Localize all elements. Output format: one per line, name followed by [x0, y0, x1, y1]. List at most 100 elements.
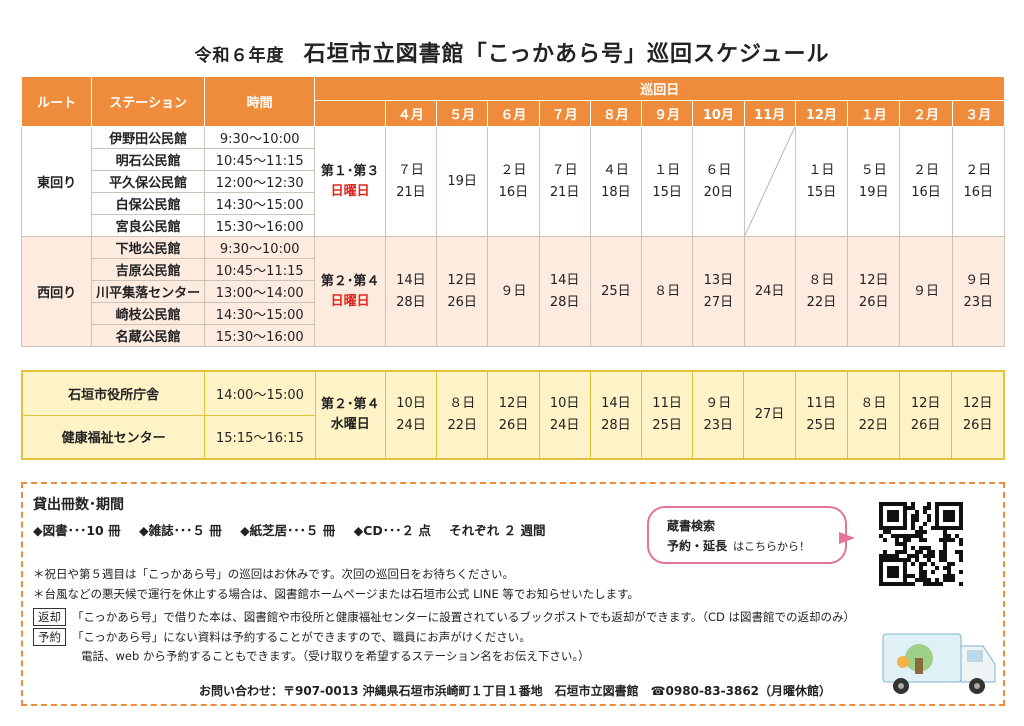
reserve-text: 「こっかあら号」にない資料は予約することができますので、職員にお声がけください。: [72, 630, 531, 644]
city-schedule-table: 石垣市役所庁舎 14:00～15:00 第２･第４ 水曜日 10日 24日 ８日 22日 12日…: [21, 370, 1005, 460]
return-text: 「こっかあら号」で借りた本は、図書館や市役所と健康福祉センターに設置されているブ…: [72, 610, 855, 624]
station-time: 12:00～12:30: [203, 170, 316, 193]
visit-date: ９日: [899, 236, 953, 347]
visit-date: ９日: [487, 236, 540, 347]
visit-date: ４日 18日: [589, 126, 643, 237]
month-header: 12月: [794, 100, 849, 127]
station-name: 明石公民館: [91, 148, 205, 171]
station-name: 吉原公民館: [91, 258, 205, 281]
visit-date: ２日 16日: [487, 126, 540, 237]
visit-date: ２日 16日: [899, 126, 953, 237]
station-time: 15:30～16:00: [203, 324, 316, 347]
station-time: 10:45～11:15: [203, 148, 316, 171]
month-header: 11月: [743, 100, 796, 127]
visit-date: 12日 26日: [898, 370, 953, 460]
station-name: 宮良公民館: [91, 214, 205, 237]
month-header: ７月: [538, 100, 591, 127]
visit-date: ６日 20日: [692, 126, 745, 237]
visit-week: 第２･第４ 水曜日: [314, 370, 386, 460]
limit-kamishibai: ◆紙芝居･･･５ 冊: [240, 523, 336, 538]
return-tag: 返却: [33, 608, 66, 626]
bookmobile-truck-image: [882, 633, 996, 694]
station-time: 10:45～11:15: [203, 258, 316, 281]
visit-date: １日 15日: [794, 126, 849, 237]
visit-date: 13日 27日: [692, 236, 745, 347]
visit-date: ９日 23日: [951, 236, 1006, 347]
visit-date: ５日 19日: [847, 126, 901, 237]
title-main: 石垣市立図書館「こっかあら号」巡回スケジュール: [303, 42, 830, 67]
visit-date: ７日 21日: [384, 126, 438, 237]
month-header: ５月: [436, 100, 489, 127]
station-name: 崎枝公民館: [91, 302, 205, 325]
month-header: ２月: [899, 100, 953, 127]
time-header: 時間: [203, 76, 316, 127]
visit-date: 10日 24日: [384, 370, 438, 460]
month-header: ３月: [951, 100, 1006, 127]
bubble-tail: [839, 532, 855, 544]
month-header: 10月: [692, 100, 745, 127]
station-time: 15:15～16:15: [204, 414, 316, 460]
station-name: 川平集落センター: [91, 280, 205, 303]
station-name: 名蔵公民館: [91, 324, 205, 347]
month-header: ６月: [487, 100, 540, 127]
visit-date: ８日: [641, 236, 694, 347]
qr-code[interactable]: [879, 502, 963, 586]
visit-date: 12日 26日: [487, 370, 540, 460]
visit-date: 24日: [743, 236, 796, 347]
station-time: 15:30～16:00: [203, 214, 316, 237]
loan-period: それぞれ ２ 週間: [449, 523, 546, 538]
month-header: ４月: [384, 100, 438, 127]
station-name: 健康福祉センター: [21, 414, 206, 460]
visit-date: ７日 21日: [538, 126, 591, 237]
visit-date: 19日: [436, 126, 489, 237]
limit-magazines: ◆雑誌･･･５ 冊: [138, 523, 222, 538]
visit-week: 第１･第３ 日曜日: [314, 126, 386, 237]
visit-date: 12日 26日: [847, 236, 901, 347]
station-time: 9:30～10:00: [203, 236, 316, 259]
visit-date: 11日 25日: [640, 370, 694, 460]
station-name: 下地公民館: [91, 236, 205, 259]
week-header: [314, 100, 386, 127]
visit-date: ８日 22日: [794, 236, 849, 347]
visit-date: ２日 16日: [951, 126, 1006, 237]
bubble-catalog-search: 蔵書検索: [667, 519, 716, 533]
bubble-here: はこちらから！: [733, 540, 811, 553]
contact-info: お問い合わせ：〒907-0013 沖縄県石垣市浜崎町１丁目１番地 石垣市立図書館…: [199, 684, 832, 698]
reserve-tag: 予約: [33, 628, 66, 646]
station-name: 伊野田公民館: [91, 126, 205, 149]
reserve-note: 予約 「こっかあら号」にない資料は予約することができますので、職員にお声がけくださ…: [33, 628, 531, 646]
visit-date: 14日 28日: [384, 236, 438, 347]
month-header: ８月: [589, 100, 643, 127]
visit-date: 12日 26日: [951, 370, 1005, 460]
visit-date: [743, 126, 796, 237]
lending-limits: ◆図書･･･10 冊 ◆雑誌･･･５ 冊 ◆紙芝居･･･５ 冊 ◆CD･･･２ …: [33, 520, 559, 539]
station-name: 平久保公民館: [91, 170, 205, 193]
visit-date: ８日 22日: [436, 370, 489, 460]
holiday-note: ＊祝日や第５週目は「こっかあら号」の巡回はお休みです。次回の巡回日をお待ちくださ…: [33, 567, 515, 581]
lending-info-box: 貸出冊数･期間 ◆図書･･･10 冊 ◆雑誌･･･５ 冊 ◆紙芝居･･･５ 冊 …: [21, 482, 1005, 706]
search-bubble: 蔵書検索 予約・延長 はこちらから！: [647, 506, 847, 564]
station-header: ステーション: [91, 76, 205, 127]
station-name: 石垣市役所庁舎: [21, 370, 206, 416]
visit-date: 10日 24日: [538, 370, 591, 460]
station-time: 14:30～15:00: [203, 302, 316, 325]
visit-week: 第２･第４ 日曜日: [314, 236, 386, 347]
visit-date: ８日 22日: [846, 370, 900, 460]
route-label: 西回り: [20, 236, 93, 347]
station-name: 白保公民館: [91, 192, 205, 215]
station-time: 13:00～14:00: [203, 280, 316, 303]
weather-note: ＊台風などの悪天候で運行を休止する場合は、図書館ホームページまたは石垣市公式 L…: [33, 587, 640, 601]
month-header: ９月: [641, 100, 694, 127]
reserve-note-2: 電話、web から予約することもできます。（受け取りを希望するステーション名をお…: [81, 649, 590, 663]
station-time: 14:30～15:00: [203, 192, 316, 215]
station-time: 9:30～10:00: [203, 126, 316, 149]
schedule-header: 巡回日: [314, 76, 1005, 101]
visit-date: ９日 23日: [692, 370, 745, 460]
visit-date: 11日 25日: [794, 370, 848, 460]
visit-date: 25日: [589, 236, 643, 347]
fiscal-year: 令和６年度: [194, 46, 285, 66]
route-header: ルート: [20, 76, 93, 127]
visit-date: 27日: [743, 370, 796, 460]
limit-cd: ◆CD･･･２ 点: [353, 523, 431, 538]
visit-date: 12日 26日: [436, 236, 489, 347]
